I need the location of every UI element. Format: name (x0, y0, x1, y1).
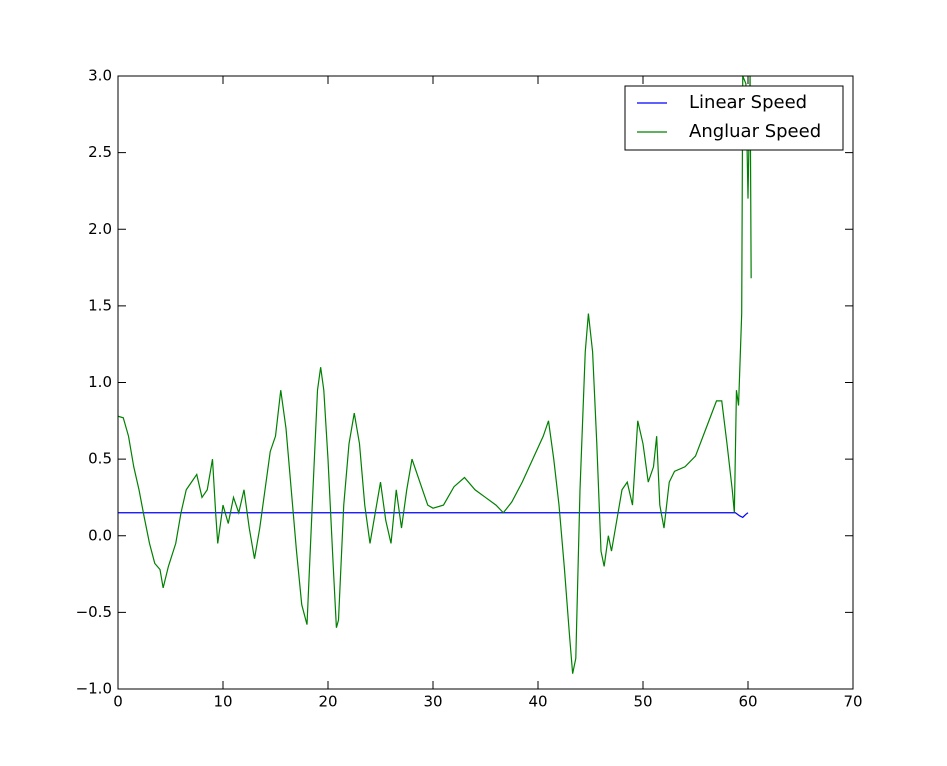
series-line (118, 76, 752, 674)
x-tick-label: 70 (843, 693, 862, 711)
x-tick-label: 0 (113, 693, 123, 711)
x-tick-label: 40 (528, 693, 547, 711)
legend-label: Linear Speed (689, 92, 807, 113)
y-tick-label: 2.5 (88, 143, 112, 161)
y-tick-label: −0.5 (76, 603, 112, 621)
y-tick-label: 2.0 (88, 220, 112, 238)
y-tick-label: 1.5 (88, 296, 112, 314)
series-line (118, 512, 749, 519)
x-tick-label: 50 (633, 693, 652, 711)
legend-label: Angluar Speed (689, 121, 821, 142)
x-tick-label: 10 (213, 693, 232, 711)
y-tick-label: 1.0 (88, 373, 112, 391)
x-tick-label: 20 (318, 693, 337, 711)
y-tick-label: −1.0 (76, 680, 112, 698)
legend-box (624, 85, 844, 151)
x-tick-label: 60 (738, 693, 757, 711)
y-tick-label: 3.0 (88, 67, 112, 85)
y-tick-label: 0.0 (88, 526, 112, 544)
y-tick-label: 0.5 (88, 450, 112, 468)
x-tick-label: 30 (423, 693, 442, 711)
plot-area (118, 76, 752, 674)
